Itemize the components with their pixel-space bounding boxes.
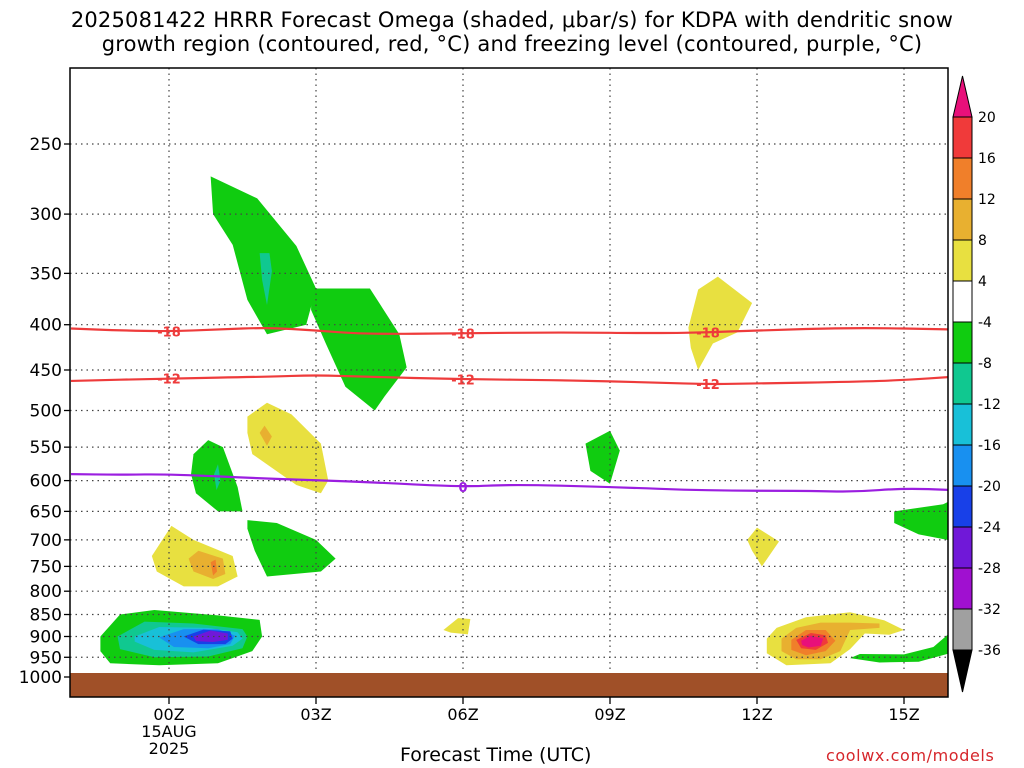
colorbar-cell-4 — [952, 280, 973, 323]
contour-line-2 — [70, 473, 948, 493]
x-tick-label-12Z: 12Z — [741, 705, 772, 724]
y-tick-label-750: 750 — [30, 557, 62, 577]
plot-border — [69, 67, 949, 698]
pressure-axis: 2503003504004505005506006507007508008509… — [19, 135, 70, 688]
colorbar-min-arrow — [952, 649, 973, 693]
colorbar-label--20: -20 — [978, 479, 1001, 495]
colorbar-label--36: -36 — [978, 643, 1001, 659]
colorbar-label-8: 8 — [978, 233, 987, 249]
colorbar-cell-5 — [952, 321, 973, 364]
colorbar-cell-7 — [952, 403, 973, 446]
colorbar-label--32: -32 — [978, 602, 1001, 618]
omega-region-4-17 — [688, 276, 753, 370]
omega-region--8-3 — [247, 520, 336, 577]
y-tick-label-500: 500 — [30, 402, 62, 422]
y-tick-label-800: 800 — [30, 582, 62, 602]
y-tick-label-550: 550 — [30, 438, 62, 458]
omega-colorbar: 20 16 12 8 4 -4 -8 -12 -16 -20 -24 -28 -32 -36 — [952, 75, 1001, 693]
colorbar-label-12: 12 — [978, 192, 996, 208]
x-tick-label-06Z: 06Z — [447, 705, 478, 724]
credit-link[interactable]: coolwx.com/models — [826, 746, 995, 765]
contour-label-1-2: -12 — [696, 378, 720, 393]
colorbar-label--12: -12 — [978, 397, 1001, 413]
y-tick-label-700: 700 — [30, 531, 62, 551]
omega-region--12-9 — [259, 253, 272, 305]
colorbar-cell-12 — [952, 608, 973, 651]
omega-region-12-24 — [210, 559, 218, 576]
omega-region-4-18 — [443, 618, 471, 635]
contour-layer: -18 -18 -18 -12 -12 -12 0 — [70, 325, 948, 496]
colorbar-label--28: -28 — [978, 561, 1001, 577]
chart-title-line-1: 2025081422 HRRR Forecast Omega (shaded, … — [70, 8, 954, 32]
colorbar-label--4: -4 — [978, 315, 992, 331]
x-tick-date: 15AUG — [141, 722, 196, 741]
colorbar-cell-6 — [952, 362, 973, 405]
contour-line-1 — [70, 374, 948, 386]
ground-surface — [70, 673, 948, 697]
contour-label-2-0: 0 — [458, 481, 467, 496]
colorbar-cell-0 — [952, 116, 973, 159]
contour-label-0-2: -18 — [696, 326, 720, 341]
y-tick-label-250: 250 — [30, 135, 62, 155]
x-tick-label-03Z: 03Z — [300, 705, 331, 724]
omega-region--8-1 — [311, 288, 407, 411]
contour-label-0-0: -18 — [157, 325, 181, 340]
colorbar-label-20: 20 — [978, 110, 996, 126]
y-tick-label-950: 950 — [30, 648, 62, 668]
colorbar-label-4: 4 — [978, 274, 987, 290]
colorbar-cell-11 — [952, 567, 973, 610]
x-tick-label-09Z: 09Z — [594, 705, 625, 724]
colorbar-label--8: -8 — [978, 356, 992, 372]
omega-region--8-4 — [585, 430, 620, 484]
y-tick-label-450: 450 — [30, 361, 62, 381]
colorbar-cell-3 — [952, 239, 973, 282]
plot-frame — [69, 67, 949, 698]
y-tick-label-600: 600 — [30, 472, 62, 492]
colorbar-cell-10 — [952, 526, 973, 569]
colorbar-cell-1 — [952, 157, 973, 200]
omega-region--8-6 — [850, 634, 948, 663]
colorbar-cell-8 — [952, 444, 973, 487]
omega-region--8-5 — [894, 501, 948, 540]
omega-region-4-15 — [247, 402, 329, 494]
omega-region-8-22 — [259, 425, 272, 446]
omega-region-20-27 — [801, 635, 824, 648]
x-axis-label: Forecast Time (UTC) — [400, 744, 592, 766]
contour-label-1-0: -12 — [157, 372, 181, 387]
x-tick-label-00Z: 00Z — [153, 705, 184, 724]
contour-label-1-1: -12 — [451, 373, 475, 388]
grid-layer — [70, 68, 948, 697]
ground-layer — [70, 673, 948, 697]
colorbar-label-16: 16 — [978, 151, 996, 167]
omega-region--28-14 — [193, 630, 228, 643]
contour-label-0-1: -18 — [451, 327, 475, 342]
colorbar-cell-9 — [952, 485, 973, 528]
colorbar-label--24: -24 — [978, 520, 1001, 536]
y-tick-label-1000: 1000 — [19, 668, 62, 688]
y-tick-label-650: 650 — [30, 502, 62, 522]
x-tick-year: 2025 — [149, 739, 190, 758]
omega-shading-layer — [100, 176, 948, 666]
chart-title-line-2: growth region (contoured, red, °C) and f… — [101, 32, 923, 56]
y-tick-label-900: 900 — [30, 627, 62, 647]
contour-line-0 — [70, 327, 948, 335]
y-tick-label-350: 350 — [30, 264, 62, 284]
y-tick-label-300: 300 — [30, 205, 62, 225]
colorbar-max-arrow — [952, 75, 973, 118]
colorbar-label--16: -16 — [978, 438, 1001, 454]
colorbar-cell-2 — [952, 198, 973, 241]
x-tick-label-15Z: 15Z — [888, 705, 919, 724]
y-tick-label-400: 400 — [30, 316, 62, 336]
omega-region-4-19 — [747, 527, 780, 567]
y-tick-label-850: 850 — [30, 606, 62, 626]
